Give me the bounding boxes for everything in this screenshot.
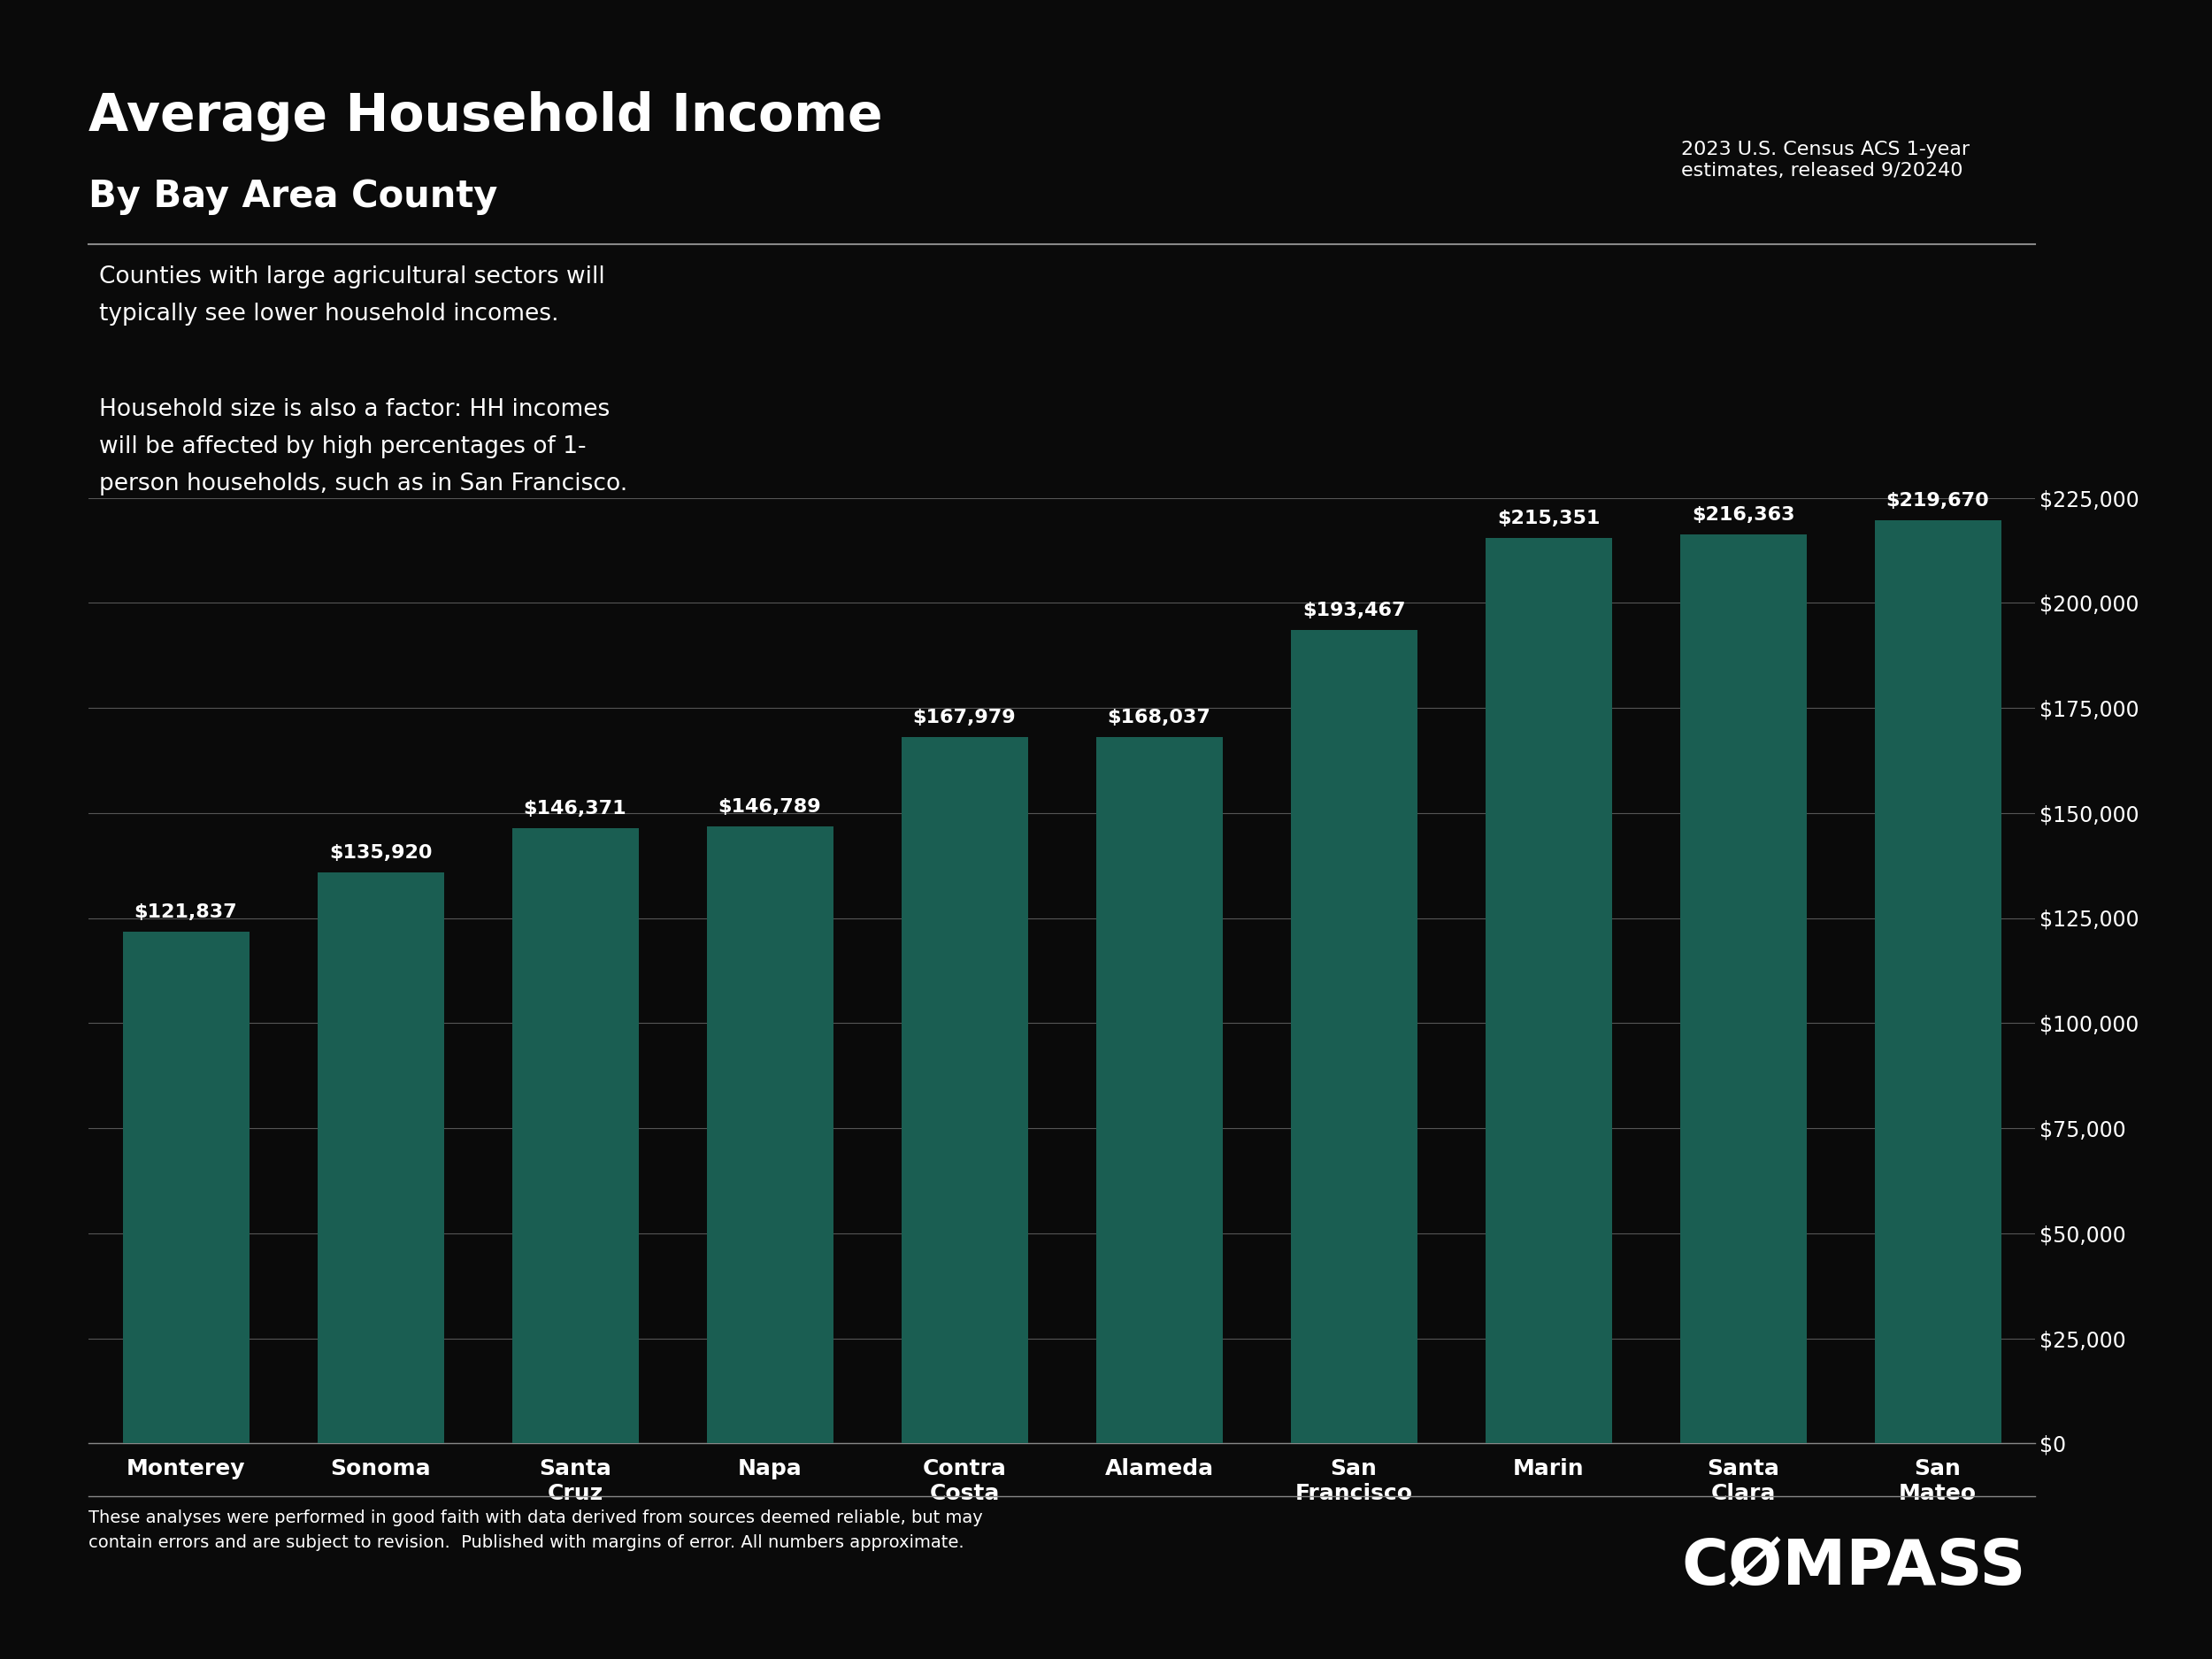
Bar bbox=[1095, 737, 1223, 1443]
Bar bbox=[1679, 534, 1807, 1443]
Text: $215,351: $215,351 bbox=[1498, 509, 1599, 528]
Text: CØMPASS: CØMPASS bbox=[1681, 1538, 2026, 1598]
Text: By Bay Area County: By Bay Area County bbox=[88, 178, 498, 214]
Text: $121,837: $121,837 bbox=[135, 902, 237, 921]
Bar bbox=[706, 826, 834, 1443]
Text: These analyses were performed in good faith with data derived from sources deeme: These analyses were performed in good fa… bbox=[88, 1510, 982, 1551]
Bar bbox=[511, 828, 639, 1443]
Text: Household size is also a factor: HH incomes
will be affected by high percentages: Household size is also a factor: HH inco… bbox=[100, 398, 628, 496]
Bar bbox=[1484, 538, 1613, 1443]
Bar bbox=[1290, 630, 1418, 1443]
Text: $219,670: $219,670 bbox=[1887, 493, 1989, 509]
Text: $216,363: $216,363 bbox=[1692, 506, 1794, 524]
Bar bbox=[900, 737, 1029, 1443]
Text: $146,789: $146,789 bbox=[719, 798, 821, 816]
Text: Average Household Income: Average Household Income bbox=[88, 91, 883, 141]
Bar bbox=[316, 873, 445, 1443]
Text: $146,371: $146,371 bbox=[524, 800, 626, 818]
Text: $167,979: $167,979 bbox=[914, 708, 1015, 727]
Text: $135,920: $135,920 bbox=[330, 844, 431, 861]
Bar bbox=[122, 931, 250, 1443]
Text: $193,467: $193,467 bbox=[1303, 602, 1405, 620]
Bar bbox=[1874, 521, 2002, 1443]
Text: 2023 U.S. Census ACS 1-year
estimates, released 9/20240: 2023 U.S. Census ACS 1-year estimates, r… bbox=[1681, 141, 1969, 179]
Text: $168,037: $168,037 bbox=[1108, 708, 1210, 727]
Text: Counties with large agricultural sectors will
typically see lower household inco: Counties with large agricultural sectors… bbox=[100, 265, 606, 325]
